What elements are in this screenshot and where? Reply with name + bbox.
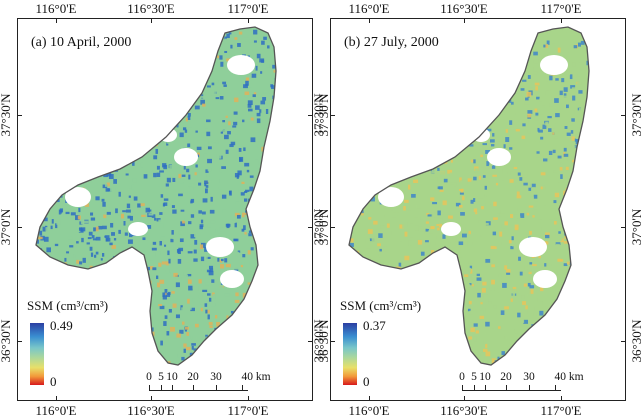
- tick-mark: [18, 341, 22, 342]
- tick-mark: [248, 19, 249, 23]
- tick-mark: [621, 227, 625, 228]
- longitude-tick-label: 117°0'E: [540, 1, 582, 16]
- tick-mark: [308, 227, 312, 228]
- legend-max-value: 0.37: [363, 318, 386, 333]
- scale-bar-label: 10: [479, 371, 491, 383]
- tick-mark: [331, 227, 335, 228]
- tick-mark: [308, 341, 312, 342]
- scale-bar-tick: [172, 385, 173, 391]
- longitude-tick-label: 117°0'E: [227, 1, 269, 16]
- longitude-tick-label: 116°30'E: [127, 1, 175, 16]
- study-area-map: [35, 26, 277, 366]
- legend-colorbar: [343, 323, 357, 385]
- scale-bar-label: 5: [158, 371, 164, 383]
- tick-mark: [56, 396, 57, 400]
- scale-bar-tick: [474, 385, 475, 391]
- tick-mark: [464, 396, 465, 400]
- scale-bar-label: 0: [459, 371, 465, 383]
- region-boundary: [35, 26, 277, 366]
- map-panel-a: (a) 10 April, 2000 SSM (cm³/cm³) 0.49 0 …: [0, 2, 331, 418]
- tick-mark: [561, 19, 562, 23]
- tick-mark: [621, 115, 625, 116]
- scale-bar-label: 40 km: [241, 371, 271, 383]
- panel-title: (a) 10 April, 2000: [31, 35, 132, 50]
- legend-max-value: 0.49: [50, 318, 73, 333]
- study-area-map: [348, 26, 590, 366]
- map-panel-b: (b) 27 July, 2000 SSM (cm³/cm³) 0.37 0 0…: [311, 2, 643, 418]
- latitude-tick-label: 37°30'N: [629, 93, 643, 137]
- scale-bar-tick: [193, 385, 194, 391]
- longitude-tick-label: 116°30'E: [440, 403, 488, 418]
- legend-min-value: 0: [363, 374, 370, 389]
- legend-colorbar: [30, 323, 44, 385]
- scale-bar-label: 30: [523, 371, 535, 383]
- scale-bar-line: [462, 390, 561, 391]
- tick-mark: [18, 227, 22, 228]
- tick-mark: [248, 396, 249, 400]
- latitude-tick-label: 37°0'N: [629, 208, 643, 246]
- scale-bar-label: 40 km: [554, 371, 584, 383]
- latitude-tick-label: 36°30'N: [311, 319, 326, 363]
- tick-mark: [369, 396, 370, 400]
- scale-bar-label: 0: [146, 371, 152, 383]
- legend-min-value: 0: [50, 374, 57, 389]
- region-boundary: [348, 26, 590, 366]
- scale-bar-tick: [242, 385, 243, 391]
- tick-mark: [464, 19, 465, 23]
- latitude-tick-label: 37°30'N: [0, 93, 13, 137]
- legend-title: SSM (cm³/cm³): [340, 298, 422, 313]
- tick-mark: [151, 396, 152, 400]
- legend-title: SSM (cm³/cm³): [27, 298, 109, 313]
- longitude-tick-label: 116°0'E: [348, 1, 390, 16]
- scale-bar-tick: [555, 385, 556, 391]
- scale-bar-tick: [485, 385, 486, 391]
- scale-bar-tick: [506, 385, 507, 391]
- latitude-tick-label: 37°0'N: [0, 208, 13, 246]
- panel-title: (b) 27 July, 2000: [344, 35, 439, 50]
- latitude-tick-label: 36°30'N: [629, 319, 643, 363]
- tick-mark: [331, 341, 335, 342]
- longitude-tick-label: 116°0'E: [35, 403, 77, 418]
- longitude-tick-label: 116°30'E: [440, 1, 488, 16]
- scale-bar-tick: [216, 385, 217, 391]
- scale-bar-label: 5: [471, 371, 477, 383]
- longitude-tick-label: 116°0'E: [35, 1, 77, 16]
- tick-mark: [18, 115, 22, 116]
- longitude-tick-label: 117°0'E: [540, 403, 582, 418]
- scale-bar-tick: [149, 385, 150, 391]
- tick-mark: [621, 341, 625, 342]
- longitude-tick-label: 116°30'E: [127, 403, 175, 418]
- scale-bar-tick: [529, 385, 530, 391]
- longitude-tick-label: 117°0'E: [227, 403, 269, 418]
- scale-bar-tick: [161, 385, 162, 391]
- scale-bar: 0 5 10 20 30 40 km: [146, 371, 296, 401]
- scale-bar-label: 30: [210, 371, 222, 383]
- tick-mark: [56, 19, 57, 23]
- scale-bar-label: 10: [166, 371, 178, 383]
- latitude-tick-label: 36°30'N: [0, 319, 13, 363]
- scale-bar-label: 20: [500, 371, 512, 383]
- scale-bar-label: 20: [187, 371, 199, 383]
- scale-bar: 0 5 10 20 30 40 km: [459, 371, 609, 401]
- tick-mark: [151, 19, 152, 23]
- latitude-tick-label: 37°0'N: [311, 208, 326, 246]
- latitude-tick-label: 37°30'N: [311, 93, 326, 137]
- scale-bar-line: [149, 390, 248, 391]
- scale-bar-tick: [462, 385, 463, 391]
- tick-mark: [331, 115, 335, 116]
- tick-mark: [369, 19, 370, 23]
- longitude-tick-label: 116°0'E: [348, 403, 390, 418]
- tick-mark: [561, 396, 562, 400]
- tick-mark: [308, 115, 312, 116]
